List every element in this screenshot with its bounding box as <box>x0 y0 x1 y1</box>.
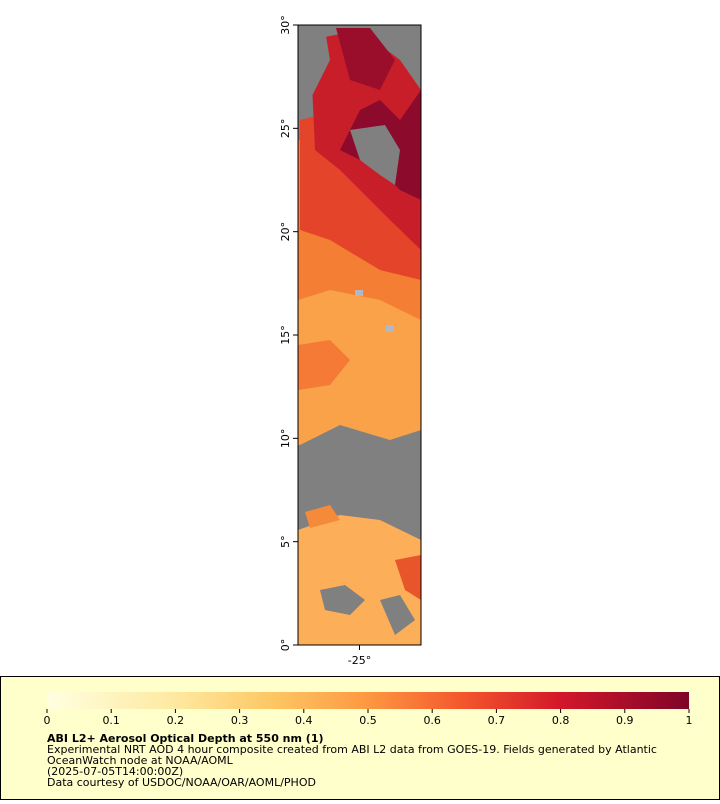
colorbar-tick-label: 0.7 <box>488 714 506 727</box>
legend-line: Data courtesy of USDOC/NOAA/OAR/AOML/PHO… <box>47 776 316 789</box>
colorbar-tick-label: 0 <box>44 714 51 727</box>
y-tick-label: 20° <box>279 222 292 242</box>
legend-line: OceanWatch node at NOAA/AOML <box>47 754 234 767</box>
colorbar-tick-label: 0.8 <box>552 714 570 727</box>
aod-field <box>298 25 421 645</box>
colorbar-ticks: 0 0.1 0.2 0.3 0.4 0.5 0.6 0.7 0.8 0.9 1 <box>44 709 693 727</box>
legend-title: ABI L2+ Aerosol Optical Depth at 550 nm … <box>47 732 324 745</box>
legend-line: (2025-07-05T14:00:00Z) <box>47 765 183 778</box>
legend-line: Experimental NRT AOD 4 hour composite cr… <box>47 743 657 756</box>
axes: 0° 5° 10° 15° 20° 25° 30° -25° <box>279 15 371 667</box>
colorbar-tick-label: 0.9 <box>616 714 634 727</box>
y-tick-label: 5° <box>279 535 292 548</box>
y-tick-label: 10° <box>279 429 292 449</box>
y-tick-label: 0° <box>279 639 292 652</box>
colorbar-tick-label: 0.6 <box>423 714 441 727</box>
colorbar-tick-label: 0.3 <box>231 714 249 727</box>
colorbar-tick-label: 0.4 <box>295 714 313 727</box>
colorbar-tick-label: 0.2 <box>167 714 185 727</box>
colorbar-tick-label: 0.1 <box>102 714 120 727</box>
colorbar-tick-label: 0.5 <box>359 714 377 727</box>
colorbar-tick-label: 1 <box>686 714 693 727</box>
colorbar <box>47 692 689 709</box>
y-tick-label: 25° <box>279 119 292 139</box>
y-tick-label: 15° <box>279 325 292 345</box>
y-tick-label: 30° <box>279 15 292 35</box>
x-tick-label: -25° <box>348 654 371 667</box>
